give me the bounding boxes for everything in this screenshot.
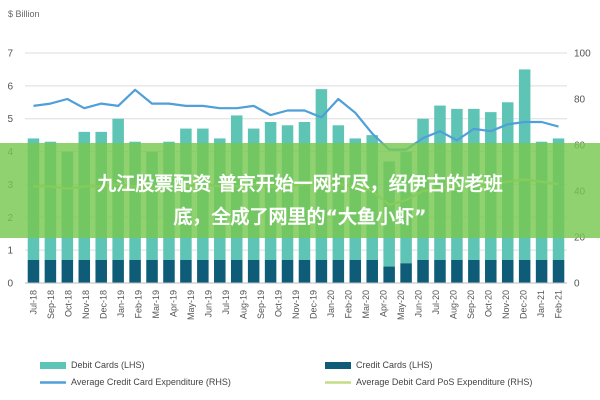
credit-card-bar: [281, 260, 294, 283]
credit-card-bar: [383, 266, 395, 283]
x-tick-label: Mar-20: [361, 290, 371, 319]
x-tick-label: Jul-18: [28, 290, 38, 315]
legend-swatch: [325, 362, 351, 369]
left-tick-label: 5: [7, 114, 13, 125]
credit-card-bar: [349, 260, 362, 283]
credit-card-bar: [61, 260, 74, 283]
credit-card-bar: [264, 260, 277, 283]
credit-card-bar: [78, 260, 91, 283]
credit-card-bar: [552, 260, 565, 283]
overlay-banner-background: [0, 143, 600, 238]
x-tick-label: Jun-19: [203, 290, 213, 318]
left-tick-label: 1: [7, 246, 13, 257]
right-tick-label: 80: [574, 95, 586, 106]
x-tick-label: Oct-20: [484, 290, 494, 317]
credit-card-bar: [129, 260, 141, 283]
legend-label: Debit Cards (LHS): [71, 360, 145, 370]
credit-card-bar: [400, 263, 412, 283]
right-tick-label: 100: [574, 49, 591, 60]
x-tick-label: Oct-19: [273, 290, 283, 317]
x-tick-label: Dec-19: [309, 290, 319, 319]
credit-card-bar: [535, 260, 548, 283]
credit-card-bar: [180, 260, 192, 283]
x-tick-label: Apr-19: [168, 290, 178, 317]
credit-card-bar: [214, 260, 226, 283]
credit-card-bar: [468, 260, 480, 283]
x-tick-label: May-19: [186, 290, 196, 320]
x-tick-label: Oct-18: [63, 290, 73, 317]
x-tick-label: Feb-21: [554, 290, 564, 319]
credit-card-bar: [518, 260, 531, 283]
overlay-banner: 九江股票配资 普京开始一网打尽，绍伊古的老班 底，全成了网里的“大鱼小虾”: [0, 143, 600, 238]
avg-credit-card-expenditure-line: [33, 88, 559, 151]
credit-card-bar: [315, 260, 328, 283]
x-tick-label: Feb-20: [344, 290, 354, 319]
credit-card-bar: [434, 260, 446, 283]
x-tick-label: Dec-20: [519, 290, 529, 319]
credit-card-bar: [44, 260, 57, 283]
x-tick-label: Aug-20: [449, 290, 459, 319]
credit-card-bar: [95, 260, 107, 283]
x-tick-label: Nov-18: [81, 290, 91, 319]
credit-card-bar: [332, 260, 345, 283]
x-tick-label: Jan-19: [116, 290, 126, 318]
credit-card-bar: [366, 260, 378, 283]
x-tick-label: Jun-20: [414, 290, 424, 318]
legend-label: Average Credit Card Expenditure (RHS): [71, 377, 231, 387]
credit-card-bar: [501, 260, 514, 283]
x-tick-label: Feb-19: [133, 290, 143, 319]
legend-swatch: [40, 362, 66, 369]
x-tick-label: Nov-19: [291, 290, 301, 319]
x-tick-label: Nov-20: [501, 290, 511, 319]
left-axis-unit: $ Billion: [8, 9, 40, 19]
credit-card-bar: [163, 260, 175, 283]
legend-label: Credit Cards (LHS): [356, 360, 433, 370]
x-tick-label: Dec-18: [98, 290, 108, 319]
left-tick-label: 0: [7, 279, 13, 290]
x-axis: Jul-18 Sep-18 Oct-18 Nov-18 Dec-18 Jan-19 Feb-…: [25, 282, 567, 320]
x-tick-label: Mar-19: [151, 290, 161, 319]
x-tick-label: Apr-20: [379, 290, 389, 317]
credit-card-bar: [230, 260, 243, 283]
credit-card-bar: [247, 260, 260, 283]
credit-card-bar: [197, 260, 209, 283]
overlay-text-line-1: 九江股票配资 普京开始一网打尽，绍伊古的老班: [96, 172, 503, 195]
credit-card-bar: [298, 260, 311, 283]
x-tick-label: Jul-19: [221, 290, 231, 315]
x-tick-label: Jul-20: [431, 290, 441, 315]
credit-card-bar: [417, 260, 429, 283]
credit-card-bar: [146, 260, 158, 283]
x-tick-label: Sep-18: [46, 290, 56, 319]
x-tick-label: Jan-20: [326, 290, 336, 318]
credit-card-bar: [27, 260, 40, 283]
x-tick-label: Aug-19: [238, 290, 248, 319]
x-tick-label: Sep-20: [466, 290, 476, 319]
x-tick-label: Jan-21: [536, 290, 546, 318]
left-tick-label: 6: [7, 81, 13, 92]
overlay-text-line-2: 底，全成了网里的“大鱼小虾”: [174, 205, 427, 228]
x-tick-label: Sep-19: [256, 290, 266, 319]
legend-label: Average Debit Card PoS Expenditure (RHS): [356, 377, 532, 387]
credit-card-bar: [485, 260, 497, 283]
right-tick-label: 0: [574, 279, 580, 290]
x-tick-label: May-20: [396, 290, 406, 320]
credit-card-bar: [451, 260, 463, 283]
legend: Debit Cards (LHS) Credit Cards (LHS) Avera…: [40, 360, 532, 387]
credit-card-bar: [112, 260, 124, 283]
left-tick-label: 7: [7, 49, 13, 60]
